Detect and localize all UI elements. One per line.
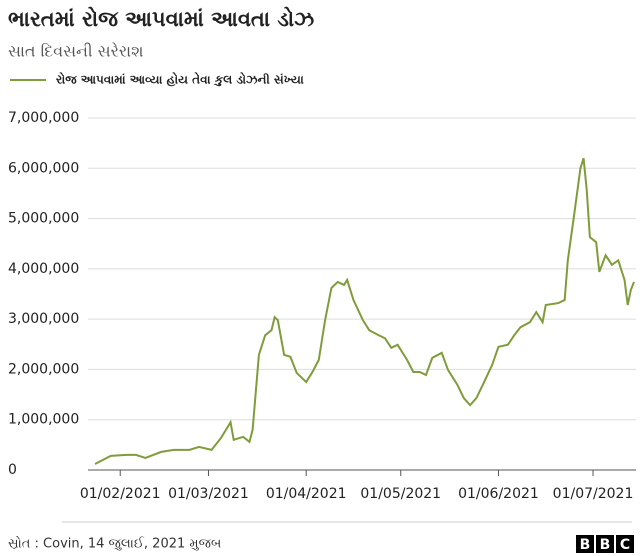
data-line bbox=[94, 157, 635, 465]
y-tick-label: 4,000,000 bbox=[8, 261, 79, 277]
chart-subtitle: સાત દિવસની સરેરાશ bbox=[8, 41, 143, 60]
chart-title: ભારતમાં રોજ આપવામાં આવતા ડોઝ bbox=[8, 6, 314, 31]
source: સ્રોત : Covin, 14 જુલાઈ, 2021 મુજબ bbox=[8, 536, 221, 552]
y-tick-label: 7,000,000 bbox=[8, 110, 79, 126]
logo-box bbox=[616, 535, 634, 553]
y-tick-label: 6,000,000 bbox=[8, 160, 79, 176]
logo-box bbox=[576, 535, 594, 553]
y-tick-label: 0 bbox=[8, 462, 17, 478]
x-tick-label: 01/02/2021 bbox=[80, 486, 161, 502]
logo-letter: C bbox=[620, 537, 630, 553]
y-tick-label: 1,000,000 bbox=[8, 412, 79, 428]
logo-letter: B bbox=[600, 537, 611, 553]
logo-letter: B bbox=[580, 537, 591, 553]
logo-box bbox=[596, 535, 614, 553]
legend-label: રોજ આપવામાં આવ્યા હોય તેવા કુલ ડોઝની સંખ… bbox=[56, 71, 304, 87]
x-tick-label: 01/06/2021 bbox=[458, 486, 539, 502]
x-tick-label: 01/07/2021 bbox=[553, 486, 634, 502]
x-tick-label: 01/03/2021 bbox=[168, 486, 249, 502]
y-tick-label: 5,000,000 bbox=[8, 211, 79, 227]
x-tick-label: 01/05/2021 bbox=[360, 486, 441, 502]
y-tick-label: 3,000,000 bbox=[8, 311, 79, 327]
x-tick-label: 01/04/2021 bbox=[266, 486, 347, 502]
y-tick-label: 2,000,000 bbox=[8, 361, 79, 377]
